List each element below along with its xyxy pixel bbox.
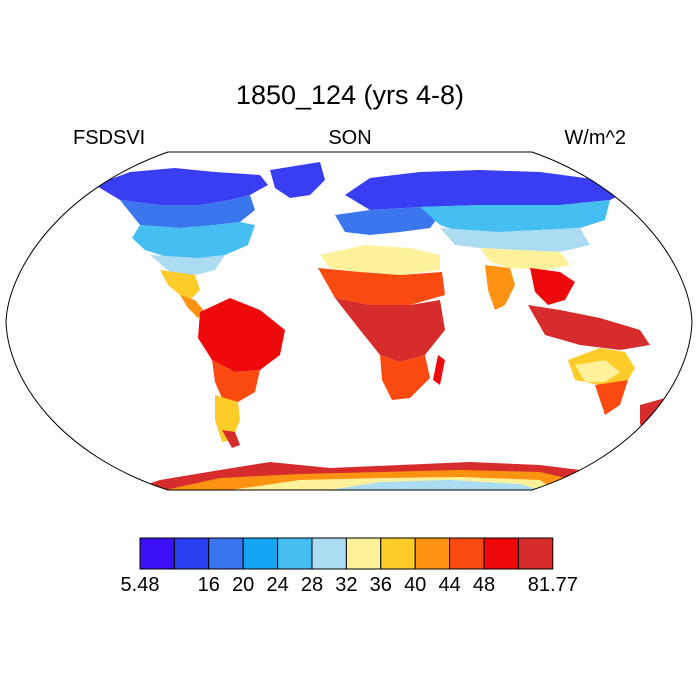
colorbar-tick-label: 20 (232, 574, 255, 596)
australia-interior (575, 360, 620, 382)
colorbar-swatch (345, 537, 382, 570)
europe (335, 207, 440, 235)
land-fields (95, 162, 665, 490)
asia-central (440, 228, 590, 252)
colorbar-swatch (208, 537, 244, 570)
map-border (5, 151, 693, 491)
madagascar (433, 355, 445, 385)
colorbar-swatch (483, 537, 519, 570)
south-america-south (215, 395, 240, 442)
colorbar (139, 537, 554, 570)
variable-label: FSDSVI (73, 127, 146, 149)
colorbar-tick-label: 48 (472, 574, 496, 596)
colorbar-swatch (277, 537, 313, 570)
colorbar-tick-label: 32 (335, 574, 358, 596)
sahara (318, 268, 445, 305)
central-america (180, 295, 205, 318)
colorbar-swatch (173, 537, 210, 570)
tibet (480, 248, 570, 270)
south-america-mid (212, 360, 260, 402)
map-title: 1850_124 (yrs 4-8) (235, 80, 465, 110)
greenland (270, 162, 325, 198)
colorbar-tick-label: 16 (197, 574, 220, 596)
colorbar-tick-label: 24 (266, 574, 289, 596)
colorbar-swatch (517, 537, 554, 570)
colorbar-tick-label: 28 (300, 574, 324, 596)
colorbar-tick-label: 5.48 (120, 574, 160, 596)
asia-mid (420, 200, 610, 232)
north-africa (320, 245, 440, 275)
south-america-north (198, 298, 285, 372)
eurasia-north (345, 170, 630, 210)
colorbar-swatch (380, 537, 416, 570)
colorbar-tick-label: 36 (369, 574, 392, 596)
north-america-north (95, 168, 268, 205)
colorbar-swatch (414, 537, 451, 570)
usa-south (150, 255, 225, 275)
south-america-tip (222, 430, 240, 448)
colorbar-tick-label: 81.77 (527, 574, 578, 596)
north-america-south (132, 222, 255, 258)
units-label: W/m^2 (564, 127, 626, 149)
colorbar-swatch (242, 537, 279, 570)
south-africa (380, 355, 430, 400)
australia-south (595, 380, 628, 415)
mexico (160, 270, 200, 300)
north-america-mid (120, 195, 255, 228)
colorbar-swatch (311, 537, 347, 570)
indonesia (528, 305, 650, 350)
southeast-asia (530, 268, 575, 305)
colorbar-swatch (139, 537, 175, 570)
colorbar-tick-label: 44 (438, 574, 461, 596)
colorbar-swatch (449, 537, 485, 570)
india (485, 265, 515, 310)
colorbar-tick-label: 40 (404, 574, 427, 596)
antarctica-core (330, 480, 540, 490)
central-africa (335, 298, 445, 362)
season-label: SON (328, 127, 372, 149)
